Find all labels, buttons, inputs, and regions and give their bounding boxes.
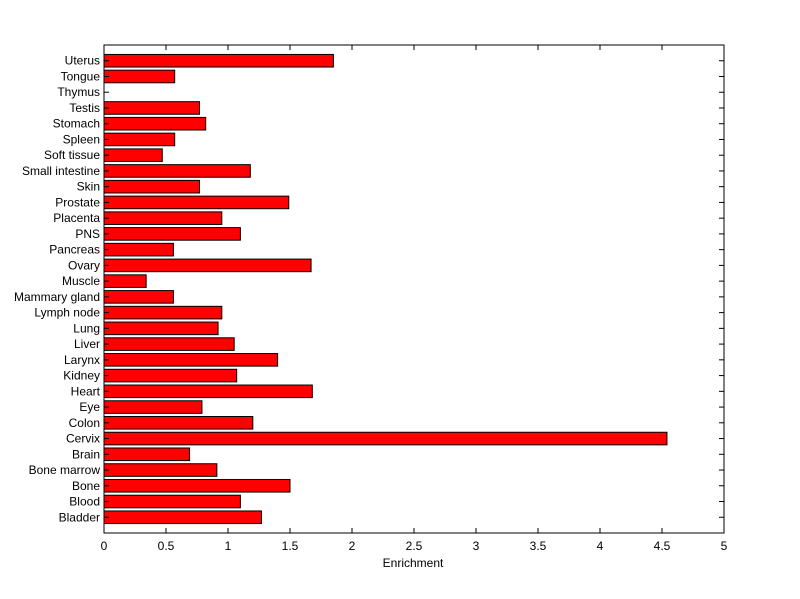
y-tick-label: Eye <box>79 400 100 414</box>
y-tick-label: Muscle <box>62 274 100 288</box>
y-tick-label: Liver <box>74 337 100 351</box>
bar-brain <box>103 447 191 462</box>
bar-tongue <box>103 69 176 84</box>
y-tick-label: Spleen <box>63 132 100 146</box>
bar-ovary <box>103 258 312 273</box>
bar-soft-tissue <box>103 148 163 162</box>
x-ticks-group: 0 0.5 1 1.5 2 2.5 3 3.5 4 4.5 5 <box>101 45 728 553</box>
bar-skin <box>103 179 200 194</box>
y-tick-label: Skin <box>77 180 100 194</box>
bar-bone-marrow <box>103 463 218 477</box>
bar-colon <box>103 416 254 430</box>
bar-bone <box>103 478 291 493</box>
x-tick-label: 0 <box>101 539 108 553</box>
bar-placenta <box>103 211 223 225</box>
bar-muscle <box>103 274 147 288</box>
plot-area <box>103 44 725 534</box>
y-tick-label: Cervix <box>66 432 100 446</box>
x-tick-label: 4.5 <box>654 539 671 553</box>
bar-pns <box>103 227 241 241</box>
x-tick-label: 4 <box>597 539 604 553</box>
x-tick-label: 1.5 <box>282 539 299 553</box>
y-tick-label: Small intestine <box>22 164 100 178</box>
bar-cervix <box>103 431 668 446</box>
y-tick-label: Bone <box>72 479 100 493</box>
x-tick-label: 5 <box>721 539 728 553</box>
bar-mammary-gland <box>103 290 174 304</box>
y-tick-label: Brain <box>72 447 100 461</box>
bar-prostate <box>103 195 290 210</box>
x-tick-label: 2.5 <box>406 539 423 553</box>
bar-stomach <box>103 116 207 131</box>
bar-small-intestine <box>103 164 251 178</box>
y-tick-label: PNS <box>75 227 100 241</box>
bar-larynx <box>103 353 279 367</box>
x-tick-label: 2 <box>349 539 356 553</box>
bar-heart <box>103 384 313 399</box>
y-tick-label: Testis <box>69 101 100 115</box>
x-tick-label: 1 <box>225 539 232 553</box>
y-tick-label: Blood <box>69 495 100 509</box>
y-tick-label: Heart <box>71 384 101 398</box>
x-axis-title: Enrichment <box>383 556 444 570</box>
x-tick-label: 3 <box>473 539 480 553</box>
y-tick-label: Larynx <box>64 353 100 367</box>
y-tick-label: Prostate <box>55 195 100 209</box>
y-tick-label: Bone marrow <box>29 463 101 477</box>
bar-bladder <box>103 510 262 525</box>
y-tick-label: Bladder <box>59 510 100 524</box>
y-tick-label: Mammary gland <box>14 290 100 304</box>
bar-blood <box>103 494 241 509</box>
y-tick-label: Soft tissue <box>44 148 100 162</box>
y-tick-label: Thymus <box>57 85 100 99</box>
x-tick-label: 3.5 <box>530 539 547 553</box>
bar-spleen <box>103 132 176 147</box>
y-tick-label: Lung <box>73 321 100 335</box>
bar-eye <box>103 400 203 414</box>
x-tick-label: 0.5 <box>158 539 175 553</box>
y-tick-label: Ovary <box>68 258 100 272</box>
y-tick-label: Placenta <box>53 211 100 225</box>
y-tick-label: Lymph node <box>34 306 100 320</box>
bar-liver <box>103 337 235 351</box>
y-tick-label: Uterus <box>65 54 100 68</box>
bar-pancreas <box>103 242 174 257</box>
bar-kidney <box>103 368 238 383</box>
y-tick-label: Stomach <box>53 117 100 131</box>
bar-uterus <box>103 53 334 68</box>
bars-group <box>103 53 668 525</box>
y-tick-label: Tongue <box>61 69 101 83</box>
bar-testis <box>103 101 200 115</box>
bar-lymph-node <box>103 305 223 320</box>
y-tick-label: Kidney <box>63 369 100 383</box>
bar-lung <box>103 321 219 336</box>
y-tick-label: Colon <box>69 416 100 430</box>
y-tick-label: Pancreas <box>49 243 100 257</box>
